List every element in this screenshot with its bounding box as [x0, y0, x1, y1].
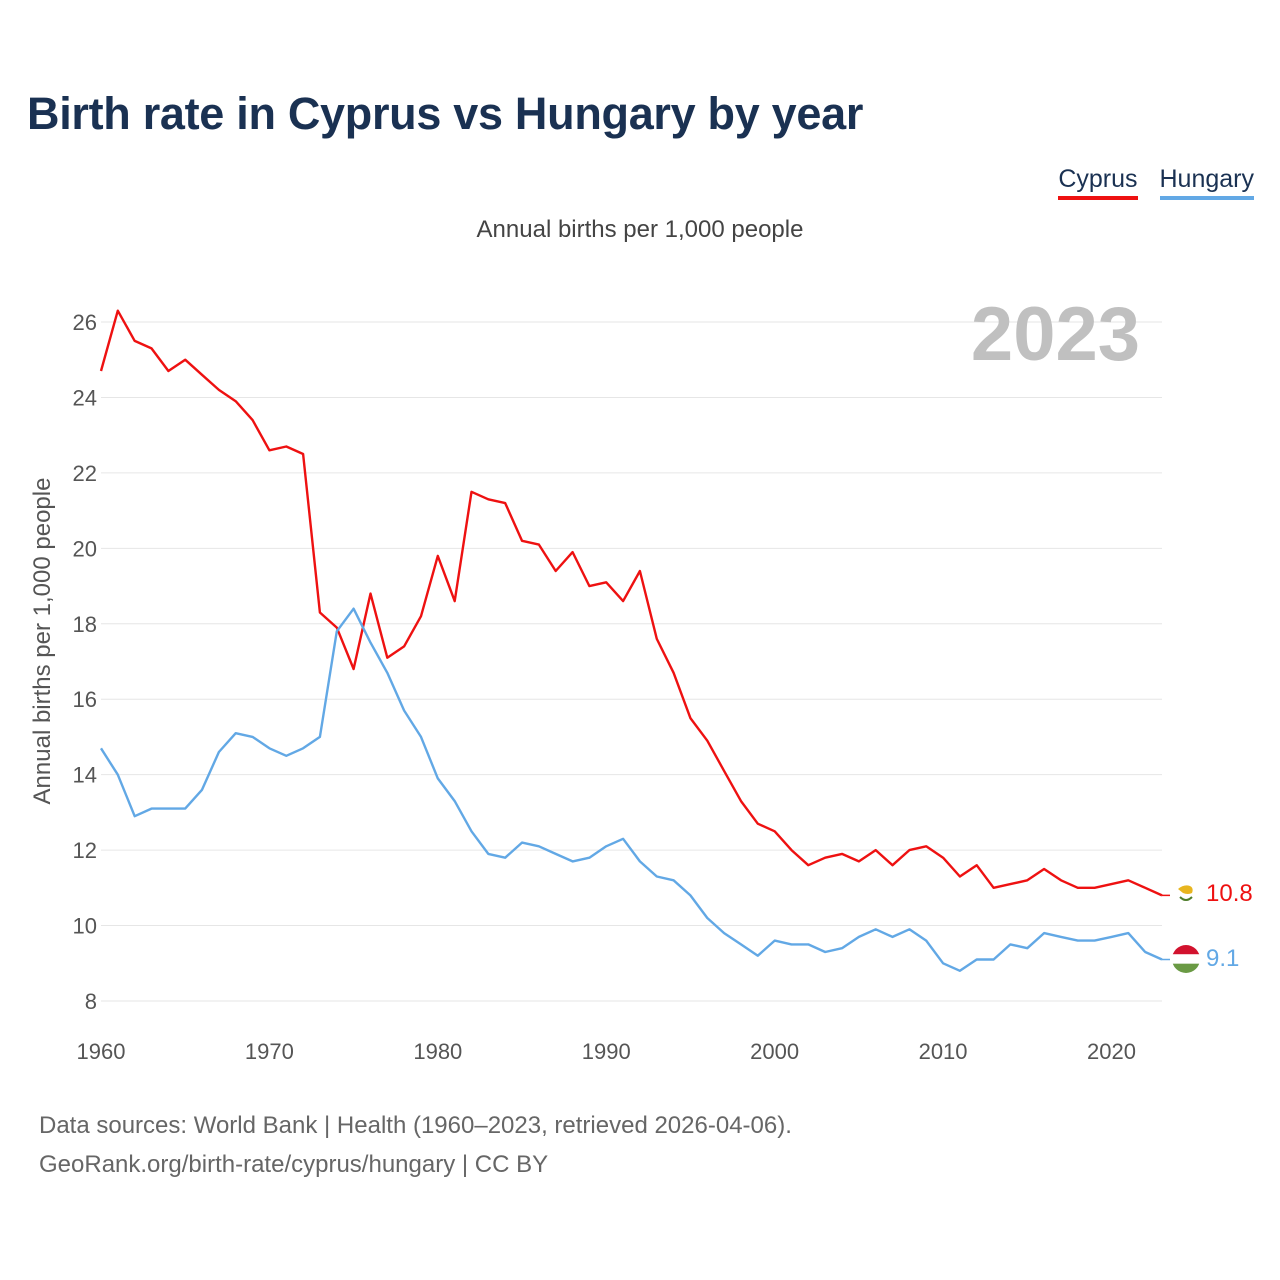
source-line-1: Data sources: World Bank | Health (1960–… [39, 1112, 792, 1139]
legend-item-cyprus[interactable]: Cyprus [1058, 164, 1138, 200]
y-tick-label: 20 [73, 536, 97, 561]
x-tick-label: 1990 [582, 1039, 631, 1064]
x-tick-labels: 1960 1970 1980 1990 2000 2010 2020 [77, 1039, 1136, 1064]
source-line-2[interactable]: GeoRank.org/birth-rate/cyprus/hungary | … [39, 1151, 549, 1178]
cyprus-flag-icon [1172, 879, 1200, 907]
gridlines [101, 321, 1162, 1002]
x-tick-label: 1970 [245, 1039, 294, 1064]
series-lines [99, 309, 1170, 972]
y-tick-label: 8 [85, 989, 97, 1014]
x-tick-label: 1980 [413, 1039, 462, 1064]
hungary-flag-icon [1172, 945, 1200, 973]
y-tick-label: 16 [73, 687, 97, 712]
y-tick-label: 10 [73, 914, 97, 939]
end-label-hungary: 9.1 [1206, 945, 1239, 972]
y-tick-label: 18 [73, 612, 97, 637]
x-tick-label: 2000 [750, 1039, 799, 1064]
x-tick-label: 2010 [919, 1039, 968, 1064]
series-line-cyprus[interactable] [99, 309, 1163, 897]
series-line-hungary[interactable] [99, 607, 1163, 972]
y-tick-label: 12 [73, 838, 97, 863]
y-tick-label: 14 [73, 763, 97, 788]
year-watermark: 2023 [971, 292, 1140, 377]
y-tick-label: 22 [73, 461, 97, 486]
y-tick-label: 24 [73, 385, 97, 410]
end-label-cyprus: 10.8 [1206, 880, 1253, 907]
chart-title: Birth rate in Cyprus vs Hungary by year [27, 88, 864, 139]
y-tick-label: 26 [73, 310, 97, 335]
chart-subtitle: Annual births per 1,000 people [476, 216, 804, 243]
y-axis-label: Annual births per 1,000 people [29, 478, 56, 805]
x-tick-label: 2020 [1087, 1039, 1136, 1064]
legend-item-hungary[interactable]: Hungary [1159, 164, 1254, 200]
legend: Cyprus Hungary [1058, 164, 1254, 200]
y-tick-labels: 8 10 12 14 16 18 20 22 24 26 [73, 310, 97, 1014]
source-note: Data sources: World Bank | Health (1960–… [39, 1106, 792, 1184]
x-tick-label: 1960 [77, 1039, 126, 1064]
